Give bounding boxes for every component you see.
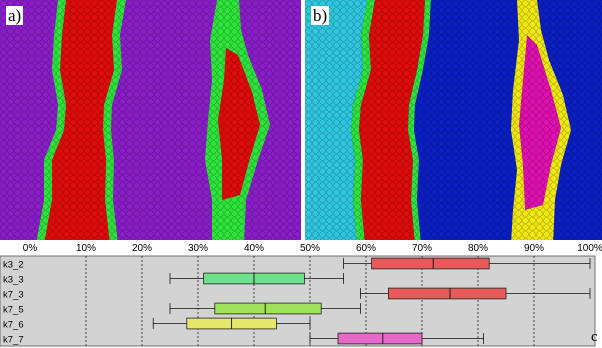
x-tick-label: 50%: [300, 243, 320, 254]
x-tick-label: 0%: [23, 243, 38, 254]
x-tick-label: 70%: [412, 243, 432, 254]
x-tick-label: 100%: [577, 243, 602, 254]
x-tick-label: 20%: [132, 243, 152, 254]
box-row: k3_3: [3, 272, 345, 286]
x-tick-label: 10%: [76, 243, 96, 254]
box-row: k3_2: [3, 257, 591, 271]
x-tick-labels: 0% 10% 20% 30% 40% 50% 60% 70% 80% 90% 100%: [23, 243, 602, 254]
iqr-box: [214, 302, 322, 315]
panel-c-label: c: [591, 329, 598, 345]
x-tick-label: 90%: [524, 243, 544, 254]
panel-b-svg: [305, 0, 602, 244]
grid-lines: [85, 256, 535, 346]
plot-area: [0, 255, 596, 347]
series-label: k7_6: [3, 320, 24, 331]
box-row: k7_6: [3, 317, 311, 331]
x-tick-label: 60%: [356, 243, 376, 254]
box-series: k3_2 k3_3 k7_3 k7_5 k7_6 k7_7: [3, 257, 591, 346]
cell-texture-b: [305, 0, 602, 244]
box-row: k7_3: [3, 287, 591, 301]
panel-a-image: a): [0, 0, 301, 244]
box-plot-chart: 0% 10% 20% 30% 40% 50% 60% 70% 80% 90% 100% k3_2k3…: [0, 240, 602, 348]
cell-texture-a: [0, 0, 301, 244]
box-row: k7_5: [3, 302, 361, 316]
iqr-box: [387, 287, 507, 300]
panel-b-image: b): [305, 0, 602, 244]
series-label: k3_3: [3, 275, 24, 286]
iqr-box: [371, 257, 490, 270]
series-label: k3_2: [3, 260, 24, 271]
panel-b-label: b): [311, 6, 330, 25]
series-label: k7_5: [3, 305, 24, 316]
panel-a-label: a): [6, 6, 24, 25]
series-label: k7_3: [3, 290, 24, 301]
x-tick-label: 40%: [244, 243, 264, 254]
panel-a-svg: [0, 0, 301, 244]
box-row: k7_7: [3, 332, 485, 346]
x-tick-label: 80%: [468, 243, 488, 254]
series-label: k7_7: [3, 335, 24, 346]
x-tick-label: 30%: [188, 243, 208, 254]
iqr-box: [337, 332, 423, 345]
